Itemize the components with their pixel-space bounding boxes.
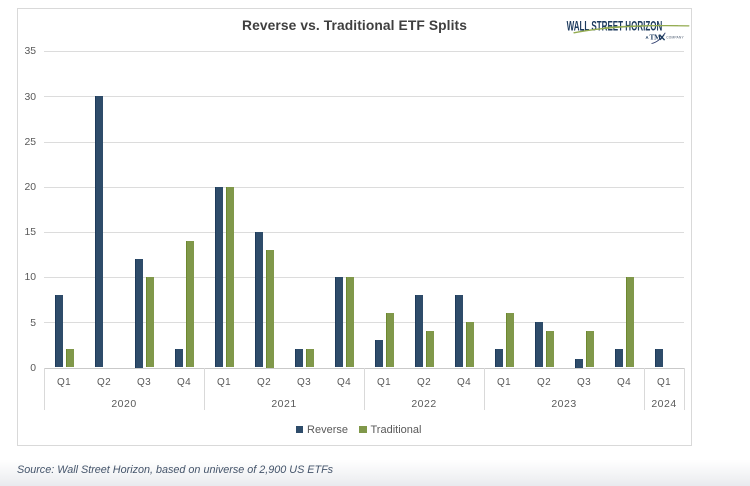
svg-text:A: A — [646, 35, 649, 40]
svg-text:TM: TM — [650, 34, 662, 42]
svg-text:COMPANY: COMPANY — [666, 36, 684, 40]
